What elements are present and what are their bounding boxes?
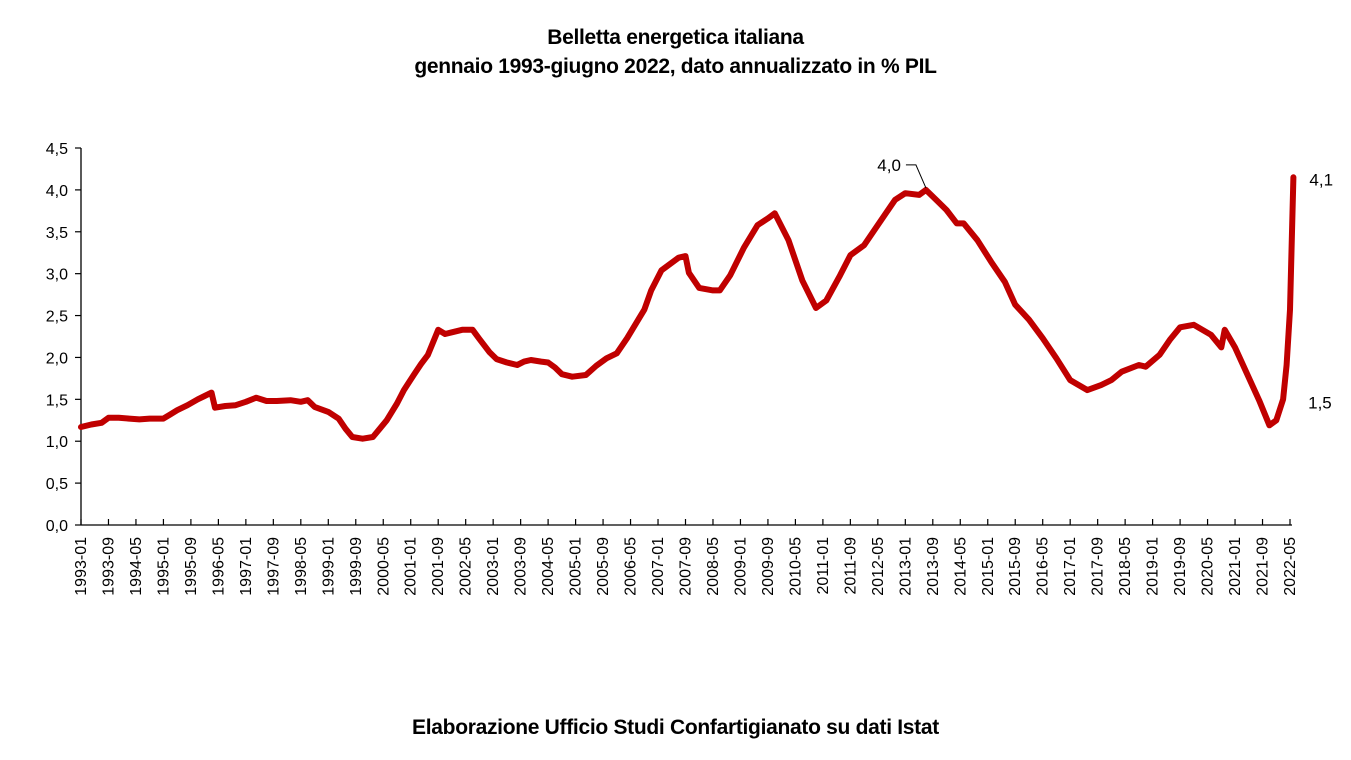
x-tick-label: 1995-01: [155, 537, 172, 596]
x-tick-label: 2021-09: [1255, 537, 1272, 596]
y-tick-label: 1,0: [46, 434, 68, 451]
x-tick-label: 2021-01: [1227, 537, 1244, 596]
x-tick-label: 2019-09: [1172, 537, 1189, 596]
x-tick-label: 1993-09: [100, 537, 117, 596]
x-tick-label: 2015-01: [980, 537, 997, 596]
x-tick-label: 1994-05: [128, 537, 145, 596]
y-tick-label: 0,5: [46, 476, 68, 493]
x-tick-label: 1999-09: [348, 537, 365, 596]
x-tick-label: 2013-09: [925, 537, 942, 596]
x-tick-label: 2013-01: [897, 537, 914, 596]
x-tick-label: 1998-05: [293, 537, 310, 596]
x-tick-label: 2000-05: [375, 537, 392, 596]
x-tick-label: 2007-01: [650, 537, 667, 596]
x-tick-label: 2003-01: [485, 537, 502, 596]
y-tick-label: 2,5: [46, 309, 68, 326]
x-tick-label: 1997-09: [265, 537, 282, 596]
x-tick-label: 2002-05: [458, 537, 475, 596]
x-tick-label: 2010-05: [787, 537, 804, 596]
x-tick-label: 2005-01: [568, 537, 585, 596]
x-tick-label: 2001-09: [430, 537, 447, 596]
y-tick-label: 3,5: [46, 225, 68, 242]
y-tick-label: 3,0: [46, 267, 68, 284]
x-tick-label: 2017-01: [1062, 537, 1079, 596]
axes: [75, 147, 1292, 526]
data-label: 4,0: [877, 156, 901, 175]
x-tick-label: 2019-01: [1145, 537, 1162, 596]
x-tick-label: 2012-05: [870, 537, 887, 596]
x-tick-label: 2005-09: [595, 537, 612, 596]
source-footer: Elaborazione Ufficio Studi Confartigiana…: [412, 716, 939, 739]
x-tick-label: 2011-09: [842, 537, 859, 595]
x-tick-label: 2006-05: [623, 537, 640, 596]
y-tick-label: 4,5: [46, 141, 68, 158]
x-tick-label: 2014-05: [952, 537, 969, 596]
x-tick-label: 2015-09: [1007, 537, 1024, 596]
x-tick-label: 1996-05: [210, 537, 227, 596]
x-tick-label: 2018-05: [1117, 537, 1134, 596]
x-tick-label: 1995-09: [183, 537, 200, 596]
x-tick-label: 2009-01: [732, 537, 749, 596]
x-tick-label: 2022-05: [1282, 537, 1299, 596]
x-tick-label: 2003-09: [513, 537, 530, 596]
annotation-leader-line: [905, 164, 927, 189]
y-axis-labels: 0,0 0,5 1,0 1,5 2,0 2,5 3,0 3,5 4,0 4,5: [46, 141, 68, 535]
x-tick-label: 1997-01: [238, 537, 255, 596]
x-tick-label: 2001-01: [403, 537, 420, 596]
data-label: 4,1: [1309, 171, 1333, 190]
x-tick-label: 2011-01: [815, 537, 832, 595]
annotations: 4,0 4,1 1,5: [877, 156, 1333, 412]
series-group: [78, 174, 1297, 442]
x-tick-label: 2009-09: [760, 537, 777, 596]
y-tick-label: 0,0: [46, 518, 68, 535]
x-tick-label: 2008-05: [705, 537, 722, 596]
y-tick-label: 4,0: [46, 183, 68, 200]
x-tick-label: 2016-05: [1035, 537, 1052, 596]
x-tick-label: 1999-01: [320, 537, 337, 596]
y-tick-label: 1,5: [46, 392, 68, 409]
series-line: [78, 174, 1297, 442]
y-tick-label: 2,0: [46, 350, 68, 367]
x-tick-label: 1993-01: [73, 537, 90, 596]
data-label: 1,5: [1308, 393, 1332, 412]
chart-title: Belletta energetica italiana: [547, 26, 804, 49]
x-tick-label: 2004-05: [540, 537, 557, 596]
x-axis-labels: 1993-01 1993-09 1994-05 1995-01 1995-09 1996-…: [73, 537, 1299, 596]
x-tick-label: 2007-09: [678, 537, 695, 596]
chart-subtitle: gennaio 1993-giugno 2022, dato annualizz…: [414, 55, 937, 78]
x-tick-label: 2020-05: [1200, 537, 1217, 596]
x-tick-label: 2017-09: [1090, 537, 1107, 596]
